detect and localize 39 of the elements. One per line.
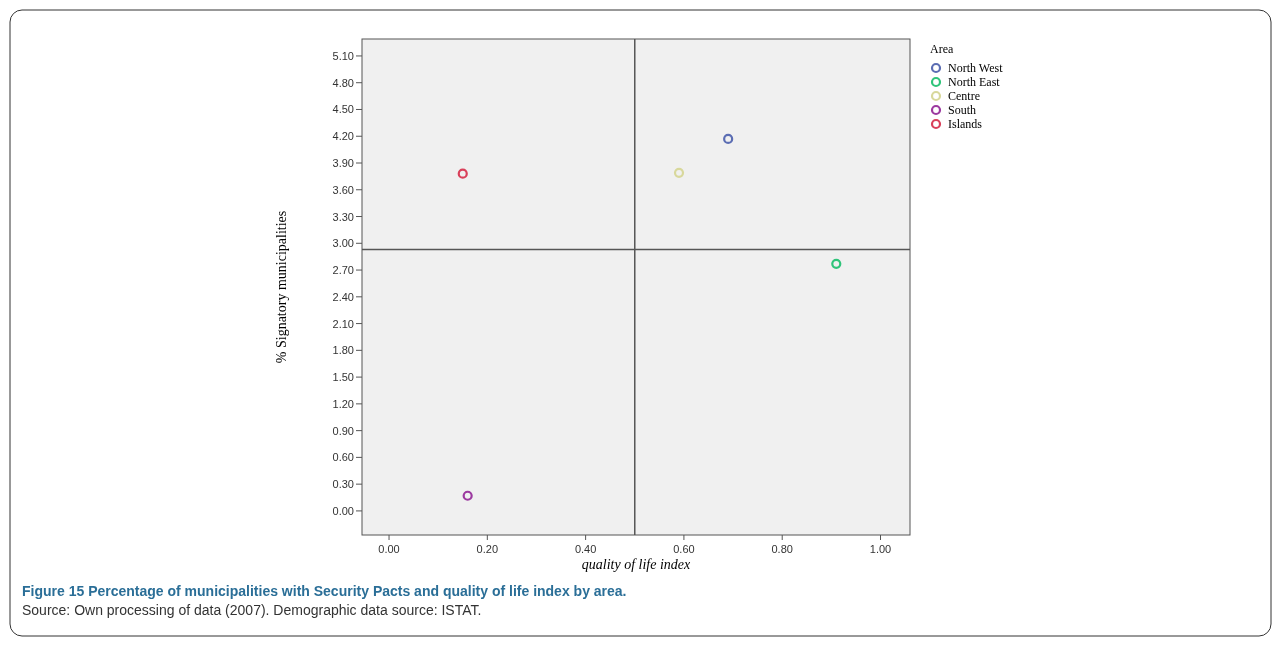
y-tick-label: 1.20 <box>332 397 354 410</box>
source-note: Source: Own processing of data (2007). Demographic data source: ISTAT. <box>22 602 482 618</box>
y-tick-label: 4.80 <box>332 76 354 89</box>
y-tick-label: 5.10 <box>332 49 354 62</box>
y-tick-label: 2.10 <box>332 317 354 330</box>
point <box>462 490 473 501</box>
y-tick-label: 3.90 <box>332 157 354 169</box>
legend-label: Islands <box>948 117 983 131</box>
point <box>831 258 842 269</box>
y-tick-label: 1.50 <box>332 371 354 384</box>
y-tick-label: 2.40 <box>332 290 354 303</box>
x-axis-title: quality of life index <box>581 557 692 572</box>
legend-title: Area <box>930 42 954 56</box>
x-tick-label: 0.60 <box>673 543 695 555</box>
y-tick-label: 3.60 <box>332 183 354 196</box>
y-tick-label: 3.00 <box>332 237 354 250</box>
y-tick-label: 0.60 <box>332 451 354 464</box>
y-axis-title: % Signatory municipalities <box>274 210 289 364</box>
x-tick-label: 0.40 <box>574 543 597 555</box>
legend-label: Centre <box>948 89 980 103</box>
point <box>723 133 734 145</box>
y-tick-label: 3.30 <box>332 210 354 223</box>
x-tick-label: 0.80 <box>771 543 793 555</box>
legend-label: North East <box>948 75 1001 89</box>
x-tick-label: 0.00 <box>378 543 400 555</box>
point <box>457 168 468 179</box>
y-tick-label: 0.00 <box>332 504 354 517</box>
y-tick-label: 4.50 <box>332 103 354 116</box>
y-tick-label: 0.30 <box>332 478 354 491</box>
point <box>673 167 685 178</box>
text: Figure 15 Percentage of municipalities with Security Pacts and quality of life index by area. <box>22 583 627 599</box>
legend-label: North West <box>948 61 1004 75</box>
x-tick-label: 1.00 <box>869 543 892 555</box>
x-tick-label: 0.20 <box>476 543 499 555</box>
y-tick-label: 2.70 <box>332 264 354 277</box>
y-tick-label: 0.90 <box>332 424 354 437</box>
legend-label: South <box>948 103 977 117</box>
y-tick-label: 1.80 <box>332 344 354 357</box>
y-tick-label: 4.20 <box>332 130 354 143</box>
